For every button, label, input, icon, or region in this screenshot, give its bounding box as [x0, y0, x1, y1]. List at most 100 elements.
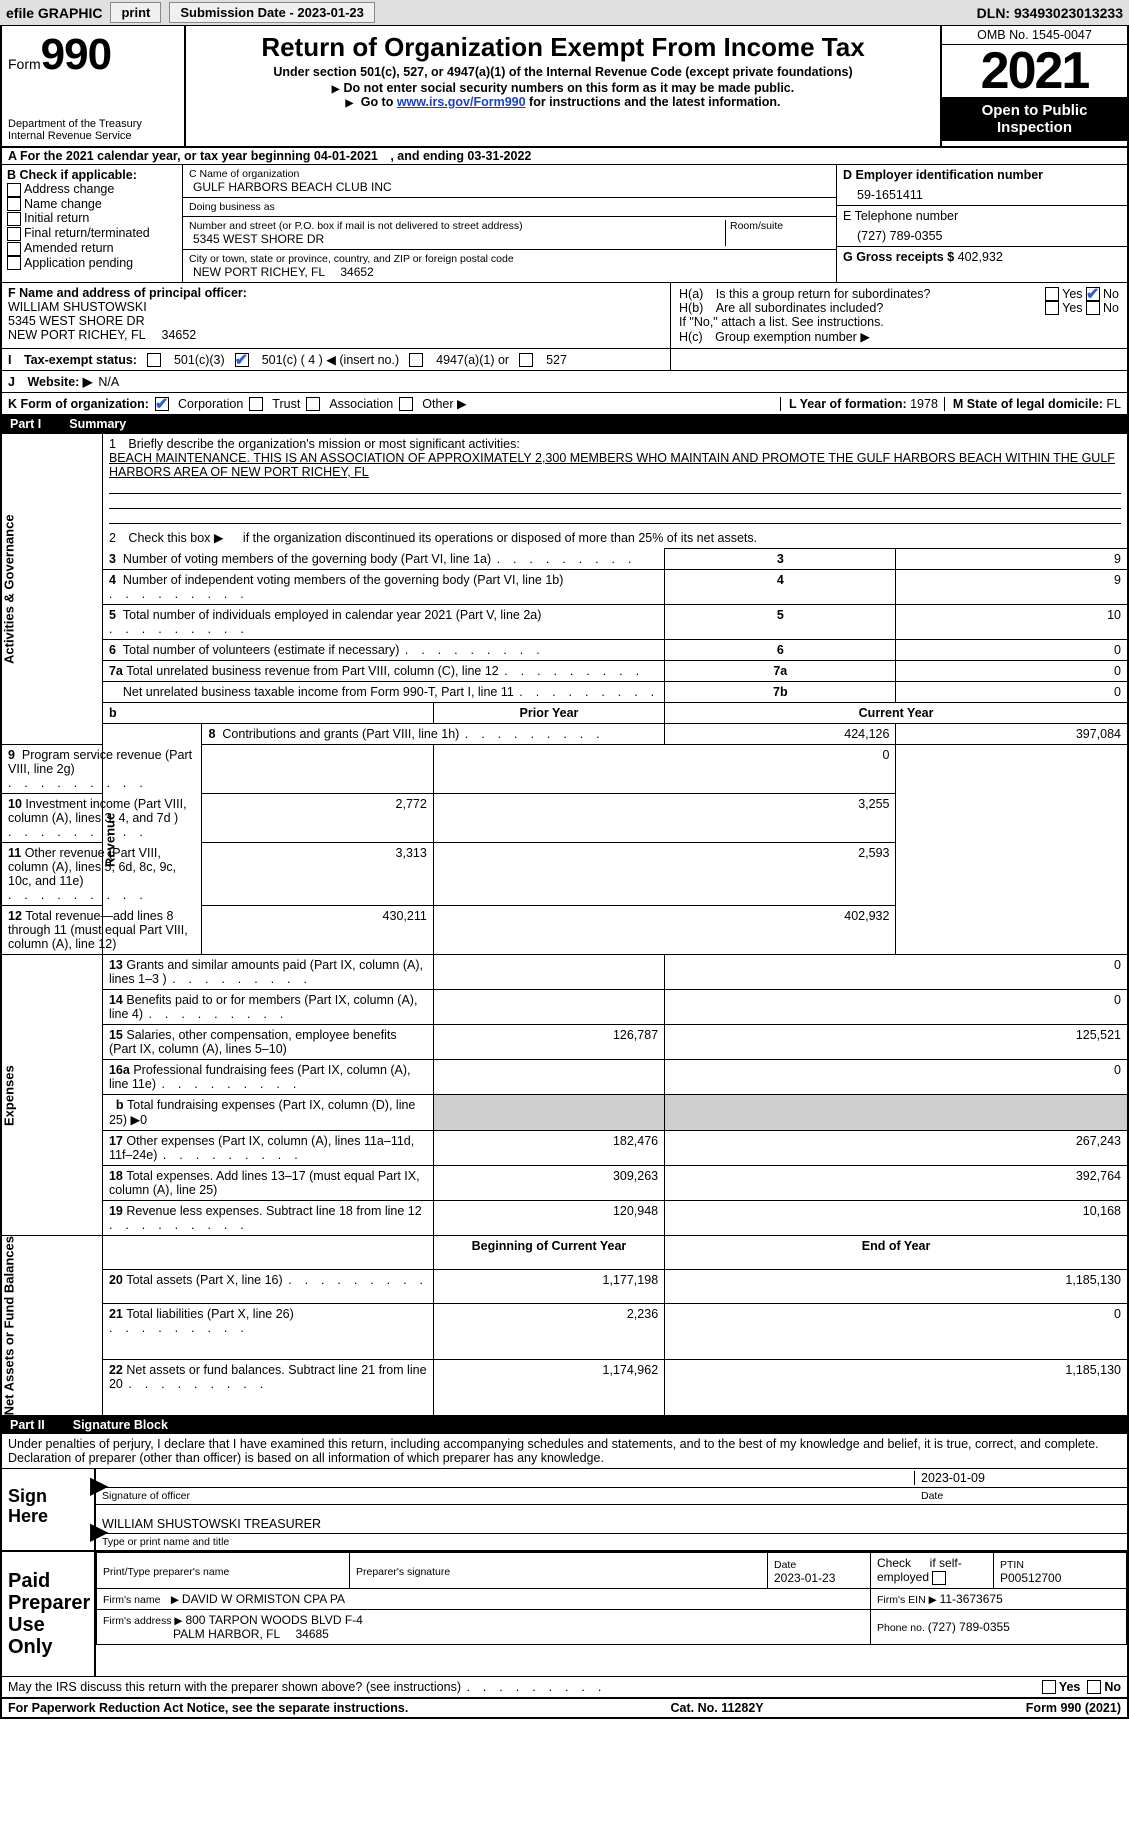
print-preparer-label: Print/Type preparer's name — [103, 1566, 229, 1578]
discuss-yes: Yes — [1059, 1680, 1081, 1694]
section-f: F Name and address of principal officer:… — [2, 283, 671, 348]
part-2-label: Part II — [10, 1418, 45, 1432]
cb-discuss-yes[interactable] — [1042, 1680, 1056, 1694]
goto-post: for instructions and the latest informat… — [526, 95, 781, 109]
ein-value: 59-1651411 — [843, 182, 1121, 202]
cb-final-return[interactable] — [7, 227, 21, 241]
hb-yes: Yes — [1062, 301, 1082, 315]
cb-ha-no[interactable] — [1086, 287, 1100, 301]
firm-ein-label: Firm's EIN ▶ — [877, 1594, 940, 1606]
line2-text: 2 Check this box ▶ if the organization d… — [109, 531, 757, 545]
print-button[interactable]: print — [110, 2, 161, 23]
part-1-label: Part I — [10, 417, 41, 431]
cb-amended-return[interactable] — [7, 242, 21, 256]
cb-assoc[interactable] — [306, 397, 320, 411]
cb-527[interactable] — [519, 353, 533, 367]
lbl-name-change: Name change — [24, 197, 102, 211]
hb-note: If "No," attach a list. See instructions… — [679, 315, 1119, 329]
cb-hb-no[interactable] — [1086, 301, 1100, 315]
website-row: J Website: ▶ N/A — [0, 371, 1129, 393]
cb-ha-yes[interactable] — [1045, 287, 1059, 301]
year-formation-value: 1978 — [910, 397, 938, 411]
lbl-initial-return: Initial return — [24, 211, 89, 225]
mission-text: BEACH MAINTENANCE. THIS IS AN ASSOCIATIO… — [109, 451, 1115, 479]
state-domicile-value: FL — [1106, 397, 1121, 411]
ha-yes: Yes — [1062, 287, 1082, 301]
website-value: N/A — [98, 375, 119, 389]
tel-label: E Telephone number — [843, 209, 1121, 223]
sign-date-value: 2023-01-09 — [914, 1471, 1121, 1485]
header-center: Return of Organization Exempt From Incom… — [186, 26, 940, 146]
table-row: 7a Total unrelated business revenue from… — [1, 661, 1128, 682]
ein-box: D Employer identification number 59-1651… — [837, 165, 1127, 206]
sign-here-row: Sign Here 2023-01-09 Signature of office… — [2, 1469, 1127, 1550]
opt-501c3: 501(c)(3) — [174, 353, 225, 367]
hb-label: H(b) Are all subordinates included? — [679, 301, 1045, 315]
preparer-sig-label: Preparer's signature — [356, 1566, 450, 1578]
type-print-label: Type or print name and title — [96, 1534, 1127, 1550]
dba-box: Doing business as — [183, 198, 836, 217]
summary-table: Activities & Governance 1 Briefly descri… — [0, 433, 1129, 1416]
table-row: Net unrelated business taxable income fr… — [1, 682, 1128, 703]
officer-name: WILLIAM SHUSTOWSKI — [8, 300, 147, 314]
table-row: 6 Total number of volunteers (estimate i… — [1, 640, 1128, 661]
footer-mid: Cat. No. 11282Y — [671, 1701, 764, 1715]
cb-name-change[interactable] — [7, 197, 21, 211]
cb-application-pending[interactable] — [7, 256, 21, 270]
cb-self-employed[interactable] — [932, 1571, 946, 1585]
ssn-note: Do not enter social security numbers on … — [196, 81, 930, 95]
prior-year-header: Prior Year — [433, 703, 664, 724]
table-row: 17 Other expenses (Part IX, column (A), … — [1, 1131, 1128, 1166]
submission-date-value: 2023-01-23 — [297, 5, 364, 20]
cb-address-change[interactable] — [7, 183, 21, 197]
dln-value: 93493023013233 — [1014, 5, 1123, 21]
ptin-value: P00512700 — [1000, 1571, 1061, 1585]
sidelabel-ag: Activities & Governance — [1, 434, 102, 745]
cb-hb-yes[interactable] — [1045, 301, 1059, 315]
cb-discuss-no[interactable] — [1087, 1680, 1101, 1694]
table-row: 5 Total number of individuals employed i… — [1, 605, 1128, 640]
section-bcd: B Check if applicable: Address change Na… — [0, 165, 1129, 283]
preparer-date-value: 2023-01-23 — [774, 1571, 835, 1585]
irs-discuss-question: May the IRS discuss this return with the… — [8, 1680, 1042, 1694]
col-c: C Name of organization GULF HARBORS BEAC… — [183, 165, 837, 282]
table-row: 16a Professional fundraising fees (Part … — [1, 1060, 1128, 1095]
paid-preparer-label: Paid Preparer Use Only — [2, 1552, 96, 1676]
table-row: 14 Benefits paid to or for members (Part… — [1, 990, 1128, 1025]
officer-label: F Name and address of principal officer: — [8, 286, 247, 300]
preparer-date-label: Date — [774, 1559, 796, 1571]
firm-name-value: DAVID W ORMISTON CPA PA — [182, 1592, 345, 1606]
firm-addr2: PALM HARBOR, FL 34685 — [173, 1627, 329, 1641]
cb-initial-return[interactable] — [7, 212, 21, 226]
opt-corp: Corporation — [178, 397, 243, 411]
cb-trust[interactable] — [249, 397, 263, 411]
korg-label: K Form of organization: — [8, 397, 149, 411]
preparer-table: Print/Type preparer's name Preparer's si… — [96, 1552, 1127, 1645]
irs-discuss-row: May the IRS discuss this return with the… — [2, 1676, 1127, 1697]
table-row: 18 Total expenses. Add lines 13–17 (must… — [1, 1166, 1128, 1201]
sign-here-label: Sign Here — [2, 1469, 96, 1550]
mission-row: 1 Briefly describe the organization's mi… — [102, 434, 1128, 528]
table-row: 3 Number of voting members of the govern… — [1, 549, 1128, 570]
cb-4947[interactable] — [409, 353, 423, 367]
street-value: 5345 WEST SHORE DR — [189, 232, 721, 246]
cb-501c[interactable] — [235, 353, 249, 367]
opt-assoc: Association — [329, 397, 393, 411]
org-name-value: GULF HARBORS BEACH CLUB INC — [189, 180, 830, 194]
penalties-text: Under penalties of perjury, I declare th… — [2, 1434, 1127, 1469]
top-bar: efile GRAPHIC print Submission Date - 20… — [0, 0, 1129, 26]
footer-right: Form 990 (2021) — [1026, 1701, 1121, 1715]
form-header: Form990 Department of the Treasury Inter… — [0, 26, 1129, 148]
table-row: 21 Total liabilities (Part X, line 26)2,… — [1, 1303, 1128, 1359]
eoy-header: End of Year — [665, 1236, 1128, 1270]
cb-501c3[interactable] — [147, 353, 161, 367]
self-employed-label: Check if self-employed — [877, 1556, 962, 1584]
table-row: 4 Number of independent voting members o… — [1, 570, 1128, 605]
firm-addr-label: Firm's address ▶ — [103, 1615, 185, 1627]
cb-other[interactable] — [399, 397, 413, 411]
section-fh: F Name and address of principal officer:… — [0, 283, 1129, 349]
part-1-title: Summary — [69, 417, 126, 431]
room-label: Room/suite — [730, 220, 830, 232]
irs-link[interactable]: www.irs.gov/Form990 — [397, 95, 526, 109]
cb-corp[interactable] — [155, 397, 169, 411]
